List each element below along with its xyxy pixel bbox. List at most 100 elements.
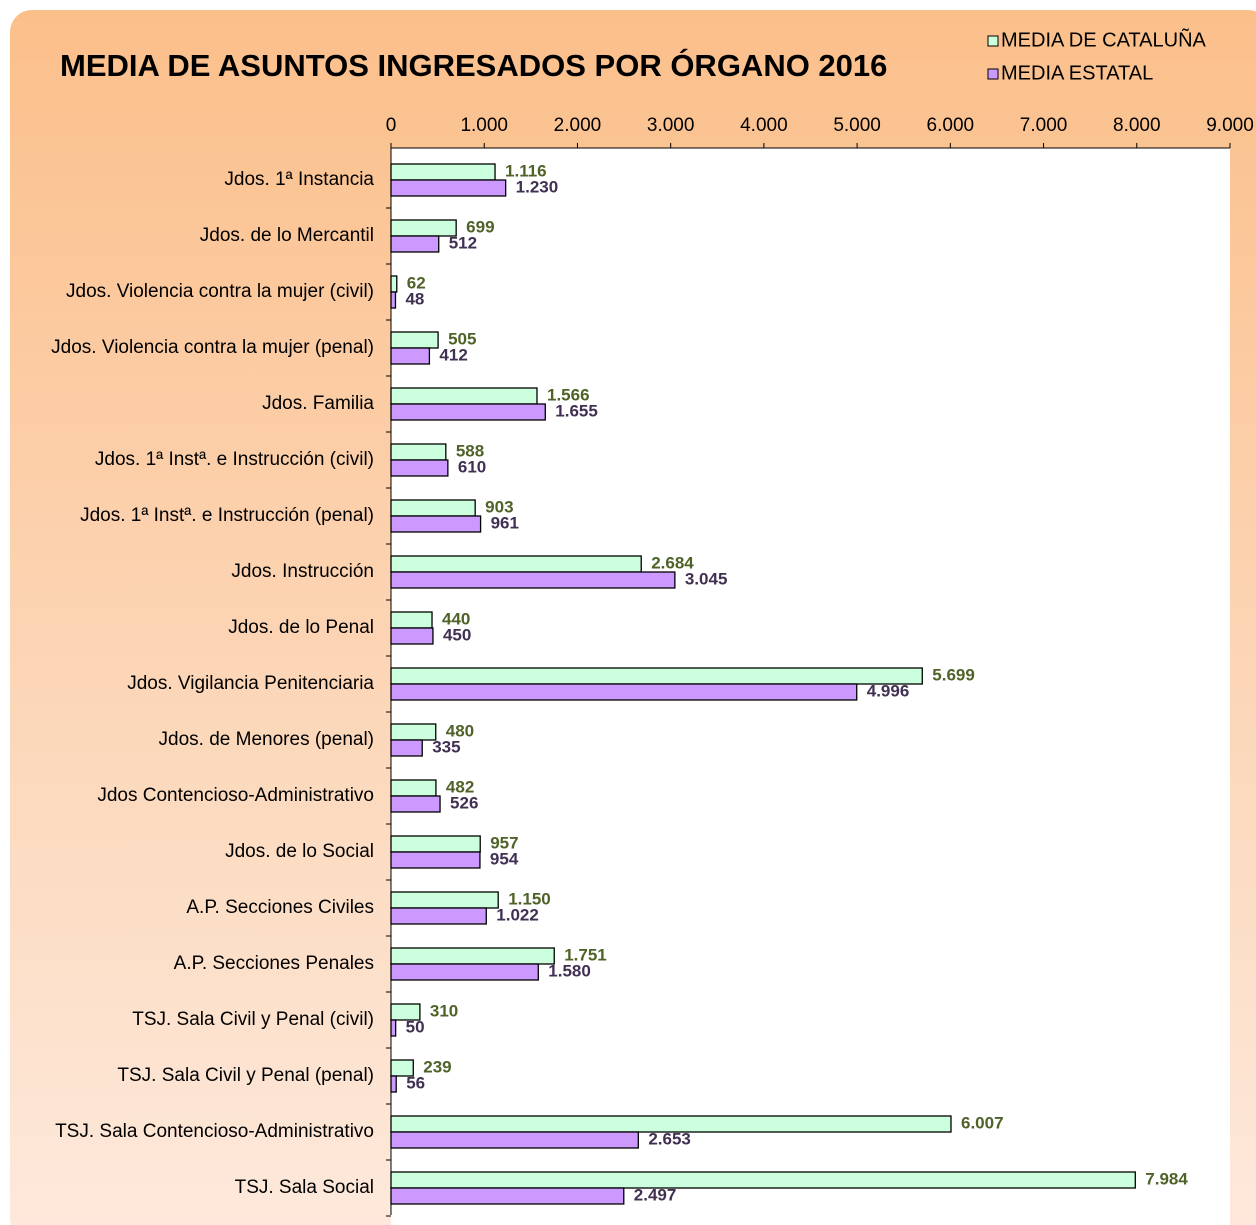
- y-tick-label: A.P. Secciones Civiles: [186, 897, 374, 918]
- bar: [390, 907, 487, 925]
- y-tick-label: TSJ. Sala Civil y Penal (civil): [132, 1009, 374, 1030]
- bar: [390, 1131, 639, 1149]
- bar: [390, 515, 482, 533]
- legend-swatch: [987, 68, 999, 80]
- data-label: 961: [491, 513, 519, 532]
- bar: [390, 331, 439, 349]
- y-tick-label: Jdos Contencioso-Administrativo: [97, 785, 374, 806]
- bar: [390, 683, 858, 701]
- data-label: 412: [439, 345, 467, 364]
- bar: [390, 163, 496, 181]
- bar: [390, 219, 457, 237]
- bar: [390, 1115, 952, 1133]
- bar: [390, 1187, 625, 1205]
- data-label: 588: [456, 441, 484, 460]
- data-label: 310: [430, 1001, 458, 1020]
- y-tick-label: Jdos. Familia: [262, 393, 374, 414]
- y-tick-label: Jdos. Instrucción: [231, 561, 374, 582]
- bar: [390, 1019, 397, 1037]
- x-tick-label: 1.000: [460, 115, 508, 136]
- data-label: 1.655: [555, 401, 598, 420]
- bar: [390, 835, 481, 853]
- data-label: 1.566: [547, 385, 590, 404]
- bar: [390, 947, 555, 965]
- y-tick-label: Jdos. 1ª Instancia: [224, 169, 374, 190]
- y-tick-label: Jdos. Vigilancia Penitenciaria: [127, 673, 374, 694]
- data-label: 954: [490, 849, 519, 868]
- data-label: 526: [450, 793, 478, 812]
- data-label: 512: [449, 233, 477, 252]
- data-label: 1.230: [516, 177, 559, 196]
- data-label: 335: [432, 737, 460, 756]
- bar: [390, 795, 441, 813]
- legend-swatch: [987, 35, 999, 47]
- bar: [390, 555, 642, 573]
- x-tick-label: 5.000: [833, 115, 881, 136]
- data-label: 2.684: [651, 553, 694, 572]
- bar: [390, 235, 440, 253]
- data-label: 2.653: [648, 1129, 691, 1148]
- y-tick-label: Jdos. de lo Social: [225, 841, 374, 862]
- data-label: 239: [423, 1057, 451, 1076]
- data-label: 482: [446, 777, 474, 796]
- x-tick-label: 9.000: [1206, 115, 1254, 136]
- data-label: 440: [442, 609, 470, 628]
- data-label: 1.751: [564, 945, 607, 964]
- y-tick-label: TSJ. Sala Contencioso-Administrativo: [55, 1121, 374, 1142]
- bar: [390, 667, 923, 685]
- bar: [390, 571, 676, 589]
- bar: [390, 723, 437, 741]
- x-tick-label: 2.000: [554, 115, 602, 136]
- bar: [390, 387, 538, 405]
- y-tick-label: Jdos. de Menores (penal): [159, 729, 374, 750]
- y-tick-label: TSJ. Sala Social: [235, 1177, 374, 1198]
- x-tick-label: 6.000: [927, 115, 975, 136]
- bar: [390, 963, 539, 981]
- bar: [390, 627, 434, 645]
- x-tick-label: 7.000: [1020, 115, 1068, 136]
- y-tick-label: TSJ. Sala Civil y Penal (penal): [117, 1065, 374, 1086]
- bar: [390, 851, 481, 869]
- data-label: 62: [407, 273, 426, 292]
- bar: [390, 611, 433, 629]
- chart-title: MEDIA DE ASUNTOS INGRESADOS POR ÓRGANO 2…: [60, 47, 887, 83]
- data-label: 505: [448, 329, 476, 348]
- y-tick-label: Jdos. de lo Mercantil: [200, 225, 374, 246]
- x-tick-label: 8.000: [1113, 115, 1161, 136]
- bar: [390, 1171, 1136, 1189]
- bar: [390, 275, 398, 293]
- x-tick-label: 0: [386, 115, 397, 136]
- y-tick-label: Jdos. 1ª Instª. e Instrucción (civil): [95, 449, 374, 470]
- bar: [390, 459, 449, 477]
- y-tick-label: A.P. Secciones Penales: [174, 953, 374, 974]
- y-tick-label: Jdos. de lo Penal: [228, 617, 374, 638]
- data-label: 50: [406, 1017, 425, 1036]
- bar: [390, 1003, 421, 1021]
- bar: [390, 739, 423, 757]
- data-label: 1.022: [496, 905, 539, 924]
- bar: [390, 779, 437, 797]
- bar: [390, 443, 447, 461]
- data-label: 5.699: [932, 665, 975, 684]
- data-label: 3.045: [685, 569, 728, 588]
- data-label: 48: [405, 289, 424, 308]
- bar: [390, 347, 431, 365]
- y-tick-label: Jdos. 1ª Instª. e Instrucción (penal): [80, 505, 374, 526]
- bar: [390, 1059, 414, 1077]
- bar: [390, 499, 476, 517]
- data-label: 903: [485, 497, 513, 516]
- bar: [390, 179, 507, 197]
- data-label: 6.007: [961, 1113, 1004, 1132]
- bar: [390, 403, 546, 421]
- y-tick-label: Jdos. Violencia contra la mujer (penal): [51, 337, 374, 358]
- x-tick-label: 3.000: [647, 115, 695, 136]
- x-tick-label: 4.000: [740, 115, 788, 136]
- data-label: 450: [443, 625, 471, 644]
- bar: [390, 891, 499, 909]
- data-label: 1.580: [548, 961, 591, 980]
- data-label: 1.116: [505, 161, 547, 180]
- data-label: 2.497: [634, 1185, 677, 1204]
- data-label: 56: [406, 1073, 425, 1092]
- y-tick-label: Jdos. Violencia contra la mujer (civil): [66, 281, 374, 302]
